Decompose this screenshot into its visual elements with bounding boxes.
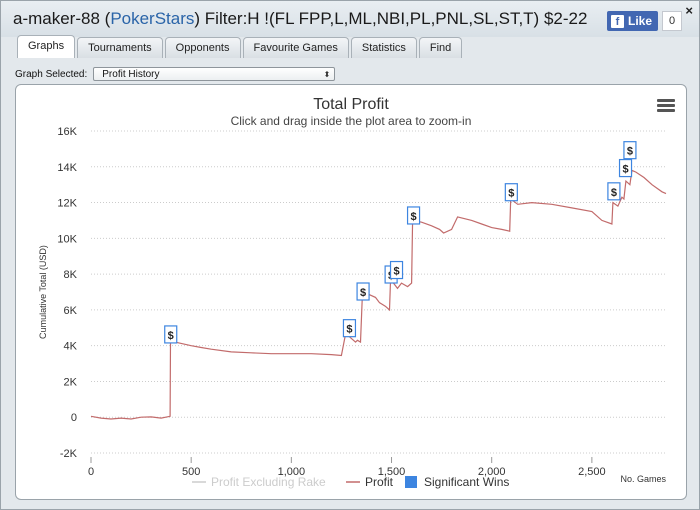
graph-selector-row: Graph Selected: Profit History ⬍ — [15, 67, 336, 81]
chart-panel: Total Profit Click and drag inside the pl… — [15, 84, 687, 500]
graph-select[interactable]: Profit History ⬍ — [93, 67, 336, 81]
x-axis-label: No. Games — [620, 474, 666, 484]
tab-graphs[interactable]: Graphs — [17, 35, 76, 58]
y-tick-label: 4K — [64, 341, 78, 353]
significant-win-box — [623, 141, 637, 160]
x-tick-label: 2,500 — [578, 466, 606, 478]
title-site[interactable]: PokerStars — [110, 9, 195, 28]
series-line-profit — [90, 169, 667, 420]
graph-selector-label: Graph Selected: — [15, 68, 88, 80]
legend-item-excluding-rake[interactable]: Profit Excluding Rake — [211, 475, 326, 489]
y-tick-label: 10K — [57, 233, 77, 245]
y-tick-label: 0 — [71, 412, 77, 424]
facebook-like-button[interactable]: f Like — [607, 11, 659, 31]
significant-win-box — [342, 319, 357, 338]
x-tick-label: 500 — [182, 466, 200, 478]
significant-win-box — [504, 183, 518, 202]
significant-win-box — [406, 206, 421, 225]
y-axis-label: Cumulative Total (USD) — [38, 245, 48, 339]
window-title: a-maker-88 (PokerStars) Filter:H !(FL FP… — [13, 9, 588, 28]
chart-title: Total Profit — [313, 96, 389, 113]
significant-win-box — [607, 182, 621, 201]
chart-subtitle: Click and drag inside the plot area to z… — [231, 114, 472, 128]
facebook-like-count: 0 — [662, 11, 683, 31]
significant-win-box — [356, 282, 370, 301]
significant-win-box — [164, 325, 178, 344]
significant-win-box — [618, 158, 633, 178]
significant-win-symbol: $ — [622, 164, 628, 176]
tab-opponents[interactable]: Opponents — [164, 37, 241, 58]
significant-win-marker[interactable]: $ — [623, 141, 637, 160]
significant-win-marker[interactable]: $ — [406, 206, 421, 225]
graph-select-value: Profit History — [102, 69, 160, 80]
significant-win-symbol: $ — [508, 188, 514, 200]
y-tick-label: 8K — [64, 269, 78, 281]
significant-win-marker[interactable]: $ — [164, 325, 178, 344]
tab-bar: Graphs Tournaments Opponents Favourite G… — [17, 35, 463, 58]
tab-favourite-games[interactable]: Favourite Games — [242, 37, 349, 58]
significant-win-symbol: $ — [410, 211, 416, 223]
facebook-like-widget: f Like 0 — [607, 11, 683, 31]
x-tick-label: 0 — [88, 466, 94, 478]
significant-win-marker[interactable]: $ — [607, 182, 621, 201]
y-tick-label: -2K — [60, 448, 78, 460]
significant-win-symbol: $ — [627, 146, 633, 158]
y-tick-label: 2K — [64, 376, 78, 388]
significant-win-symbol: $ — [393, 266, 399, 278]
chart-menu-icon[interactable] — [657, 99, 675, 113]
x-tick-label: 2,000 — [478, 466, 506, 478]
y-tick-label: 12K — [57, 198, 77, 210]
significant-win-box — [389, 260, 404, 280]
y-tick-label: 14K — [57, 162, 77, 174]
title-user: a-maker-88 — [13, 9, 100, 28]
legend-swatch-significant-wins — [405, 476, 417, 488]
y-tick-label: 16K — [57, 126, 77, 138]
facebook-like-label: Like — [628, 14, 653, 28]
significant-win-marker[interactable]: $ — [356, 282, 370, 301]
significant-win-marker[interactable]: $ — [504, 183, 518, 202]
title-bar: a-maker-88 (PokerStars) Filter:H !(FL FP… — [1, 1, 699, 37]
significant-win-symbol: $ — [611, 187, 617, 199]
x-tick-label: 1,500 — [378, 466, 406, 478]
title-filter: Filter:H !(FL FPP,L,ML,NBI,PL,PNL,SL,ST,… — [204, 9, 588, 28]
facebook-icon: f — [611, 14, 624, 28]
significant-win-symbol: $ — [346, 324, 352, 336]
significant-win-symbol: $ — [168, 330, 174, 342]
significant-win-marker[interactable]: $ — [342, 319, 357, 338]
close-icon[interactable]: × — [685, 3, 693, 18]
select-arrows-icon: ⬍ — [323, 70, 331, 79]
legend-item-profit[interactable]: Profit — [365, 475, 394, 489]
significant-win-symbol: $ — [360, 287, 366, 299]
significant-win-marker[interactable]: $ — [389, 260, 404, 280]
tab-statistics[interactable]: Statistics — [350, 37, 417, 58]
y-tick-label: 6K — [64, 305, 78, 317]
legend-item-significant-wins[interactable]: Significant Wins — [424, 475, 509, 489]
tab-find[interactable]: Find — [418, 37, 463, 58]
x-tick-label: 1,000 — [278, 466, 306, 478]
tab-tournaments[interactable]: Tournaments — [77, 37, 163, 58]
significant-win-marker[interactable]: $ — [618, 158, 633, 178]
